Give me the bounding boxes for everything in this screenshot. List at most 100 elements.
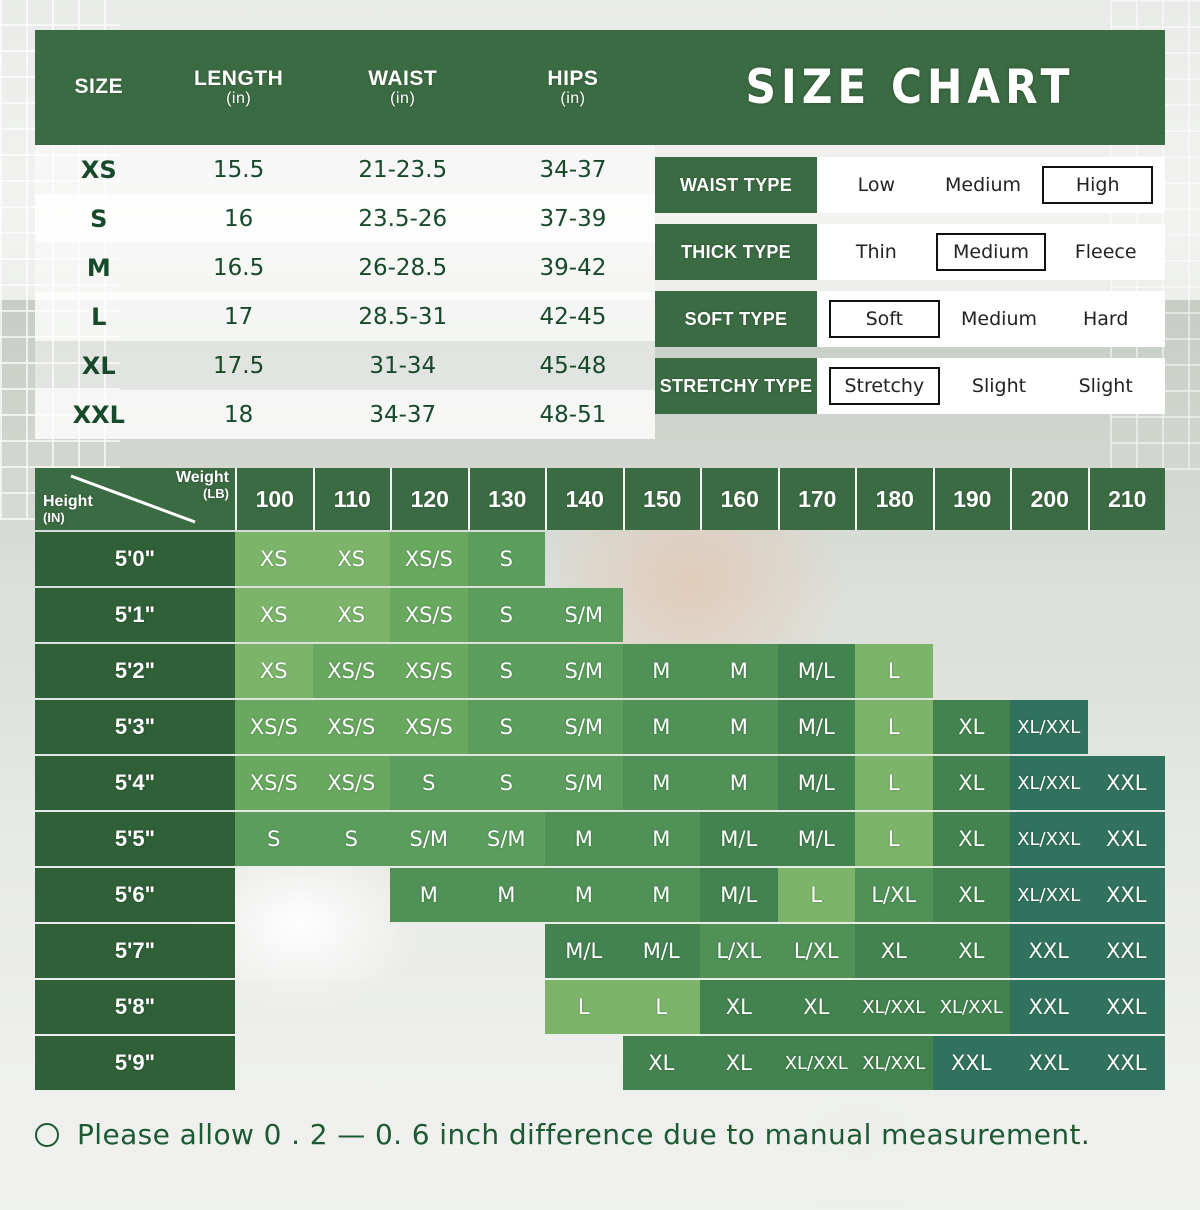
measurement-table: SIZE LENGTH (in) WAIST (in) HIPS (in) XS… — [35, 30, 655, 440]
fit-cell: XXL — [1087, 812, 1165, 866]
fit-cell-empty — [390, 924, 468, 978]
fit-cell: XXL — [1010, 980, 1088, 1034]
fit-cell: L/XL — [700, 924, 778, 978]
fit-cell-empty — [235, 980, 313, 1034]
fit-cell-empty — [313, 980, 391, 1034]
fit-cell: L — [855, 644, 933, 698]
fit-cell-empty — [468, 924, 546, 978]
weight-column-header: 170 — [777, 468, 856, 530]
attribute-options: Soft Medium Hard — [817, 291, 1165, 347]
fit-cell: M — [622, 756, 700, 810]
fit-grid-row: 5'8" L L XL XL XL/XXL XL/XXL XXL XXL — [35, 980, 1165, 1034]
fit-cell: XS — [235, 644, 313, 698]
fit-cell: M — [390, 868, 468, 922]
fit-cell: S — [467, 700, 545, 754]
fit-cell: XL/XXL — [1010, 756, 1088, 810]
fit-cell-empty — [390, 1036, 468, 1090]
table-row: XL 17.5 31-34 45-48 — [35, 341, 655, 390]
fit-cell: M/L — [545, 924, 623, 978]
fit-cell: XL — [932, 924, 1010, 978]
fit-cell: S — [467, 532, 545, 586]
attribute-option[interactable]: Medium — [945, 174, 1021, 196]
cell-waist: 23.5-26 — [358, 205, 448, 232]
attribute-option-selected[interactable]: Soft — [829, 300, 940, 338]
fit-cell: L — [545, 980, 623, 1034]
attribute-option[interactable]: Medium — [961, 308, 1037, 330]
fit-cell-empty — [390, 980, 468, 1034]
fit-cell: S — [235, 812, 313, 866]
height-row-label: 5'7" — [35, 924, 235, 978]
fit-grid-row: 5'9" XL XL XL/XXL XL/XXL XXL XXL XXL — [35, 1036, 1165, 1090]
fit-cell: S/M — [545, 756, 623, 810]
fit-cell: L/XL — [855, 868, 933, 922]
fit-cell: XS/S — [390, 532, 468, 586]
fit-cell: L/XL — [777, 924, 855, 978]
fit-cell: L — [777, 868, 855, 922]
attribute-option[interactable]: Low — [857, 174, 896, 196]
column-header-length: LENGTH (in) — [193, 66, 284, 108]
cell-waist: 31-34 — [369, 352, 437, 379]
fit-cell: M — [622, 868, 700, 922]
fit-cell: XL — [932, 756, 1010, 810]
fit-cell: XL/XXL — [855, 980, 933, 1034]
fit-cell-empty — [1088, 588, 1166, 642]
attribute-row: THICK TYPE Thin Medium Fleece — [655, 224, 1165, 280]
fit-cell: XL/XXL — [932, 980, 1010, 1034]
weight-column-header: 180 — [855, 468, 933, 530]
height-row-label: 5'4" — [35, 756, 235, 810]
column-header-hips: HIPS (in) — [547, 66, 599, 108]
attribute-options: Stretchy Slight Slight — [817, 358, 1165, 414]
attribute-option-selected[interactable]: Medium — [935, 233, 1047, 271]
attribute-option[interactable]: Thin — [855, 241, 897, 263]
weight-column-header: 130 — [467, 468, 546, 530]
fit-cell: L — [855, 700, 933, 754]
cell-length: 15.5 — [213, 156, 265, 183]
fit-grid-row: 5'7" M/L M/L L/XL L/XL XL XL XXL XXL — [35, 924, 1165, 978]
cell-size: XL — [81, 351, 116, 380]
corner-height-label: Height (IN) — [43, 493, 93, 525]
corner-weight-label: Weight (LB) — [175, 469, 229, 501]
fit-cell: XS/S — [312, 700, 390, 754]
cell-hips: 48-51 — [539, 401, 607, 428]
fit-cell: M/L — [700, 868, 778, 922]
table-row: XS 15.5 21-23.5 34-37 — [35, 145, 655, 194]
attribute-option-selected[interactable]: High — [1042, 166, 1154, 204]
fit-cell: XL/XXL — [855, 1036, 933, 1090]
fit-cell: M/L — [777, 644, 855, 698]
fit-cell-empty — [1088, 700, 1166, 754]
attribute-option[interactable]: Hard — [1082, 308, 1129, 330]
fit-cell-empty — [623, 588, 701, 642]
attribute-option[interactable]: Fleece — [1074, 241, 1137, 263]
fit-cell: XL — [700, 980, 778, 1034]
fit-cell: S/M — [390, 812, 468, 866]
fit-cell-empty — [313, 924, 391, 978]
measurement-table-body: XS 15.5 21-23.5 34-37 S 16 23.5-26 37-39 M 16.5 26… — [35, 145, 655, 439]
fit-cell-empty — [235, 1036, 313, 1090]
fit-cell: S — [390, 756, 468, 810]
attribute-option-selected[interactable]: Stretchy — [829, 367, 940, 405]
fit-cell: L — [855, 756, 933, 810]
measurement-table-header: SIZE LENGTH (in) WAIST (in) HIPS (in) — [35, 30, 655, 145]
fit-cell: M — [622, 644, 700, 698]
cell-length: 17 — [223, 303, 254, 330]
diagonal-divider-icon — [70, 474, 196, 524]
footer-note-text: Please allow 0 . 2 — 0. 6 inch differenc… — [77, 1118, 1091, 1151]
attributes-list: WAIST TYPE Low Medium High THICK TYPE Thin Med… — [655, 145, 1165, 414]
cell-hips: 37-39 — [539, 205, 607, 232]
fit-cell-empty — [545, 1036, 623, 1090]
weight-column-header: 150 — [622, 468, 701, 530]
fit-cell: S — [467, 644, 545, 698]
fit-cell: S — [467, 588, 545, 642]
attribute-option[interactable]: Slight — [1078, 375, 1133, 397]
fit-grid-row: 5'1" XS XS XS/S S S/M — [35, 588, 1165, 642]
attribute-option[interactable]: Slight — [971, 375, 1027, 397]
fit-cell: M/L — [777, 812, 855, 866]
column-header-waist: WAIST (in) — [368, 66, 438, 108]
fit-cell-empty — [778, 532, 856, 586]
height-row-label: 5'2" — [35, 644, 235, 698]
fit-cell: XL — [932, 868, 1010, 922]
fit-cell: XXL — [932, 1036, 1010, 1090]
fit-cell: L — [622, 980, 700, 1034]
fit-cell: XL/XXL — [1010, 700, 1088, 754]
height-row-label: 5'1" — [35, 588, 235, 642]
